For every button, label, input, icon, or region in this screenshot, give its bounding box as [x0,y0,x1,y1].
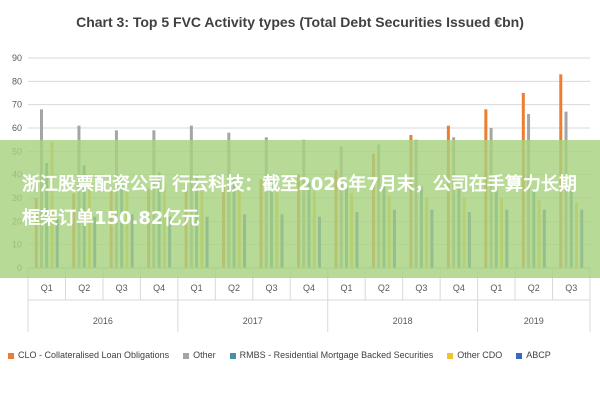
legend-item: Other CDO [447,350,502,360]
legend-item: ABCP [516,350,551,360]
x-tick-label: Q1 [490,283,502,293]
x-tick-label: Q1 [191,283,203,293]
legend-label: ABCP [526,350,551,360]
x-tick-label: Q1 [340,283,352,293]
y-tick-label: 90 [12,53,22,63]
chart-title: Chart 3: Top 5 FVC Activity types (Total… [76,14,524,30]
legend-label: RMBS - Residential Mortgage Backed Secur… [239,350,434,360]
y-tick-label: 70 [12,100,22,110]
legend-swatch [229,352,236,359]
x-tick-label: Q4 [153,283,165,293]
headline-text[interactable]: 浙江股票配资公司 行云科技：截至2026年7月末，公司在手算力长期框架订单150… [22,174,577,229]
x-tick-label: Q2 [78,283,90,293]
x-tick-label: Q3 [116,283,128,293]
legend-label: CLO - Collateralised Loan Obligations [18,350,170,360]
x-tick-label: Q2 [528,283,540,293]
year-label: 2018 [393,316,413,326]
legend-swatch [8,352,14,359]
year-label: 2016 [93,316,113,326]
x-tick-label: Q2 [228,283,240,293]
x-tick-label: Q4 [453,283,465,293]
chart-legend: CLO - Collateralised Loan Obligations Oth… [8,350,598,368]
x-tick-label: Q4 [303,283,315,293]
year-label: 2017 [243,316,263,326]
x-tick-label: Q3 [266,283,278,293]
y-tick-label: 60 [12,123,22,133]
year-label: 2019 [524,316,544,326]
legend-swatch [447,352,454,359]
y-tick-label: 80 [12,76,22,86]
x-tick-label: Q1 [41,283,53,293]
headline-banner [0,140,600,278]
x-tick-label: Q3 [415,283,427,293]
legend-item: RMBS - Residential Mortgage Backed Secur… [229,350,434,360]
legend-item: Other [183,350,216,360]
legend-label: Other [193,350,216,360]
legend-label: Other CDO [457,350,503,360]
x-tick-label: Q2 [378,283,390,293]
legend-swatch [516,352,523,359]
legend-swatch [183,352,190,359]
x-tick-label: Q3 [565,283,577,293]
legend-item: CLO - Collateralised Loan Obligations [8,350,169,360]
